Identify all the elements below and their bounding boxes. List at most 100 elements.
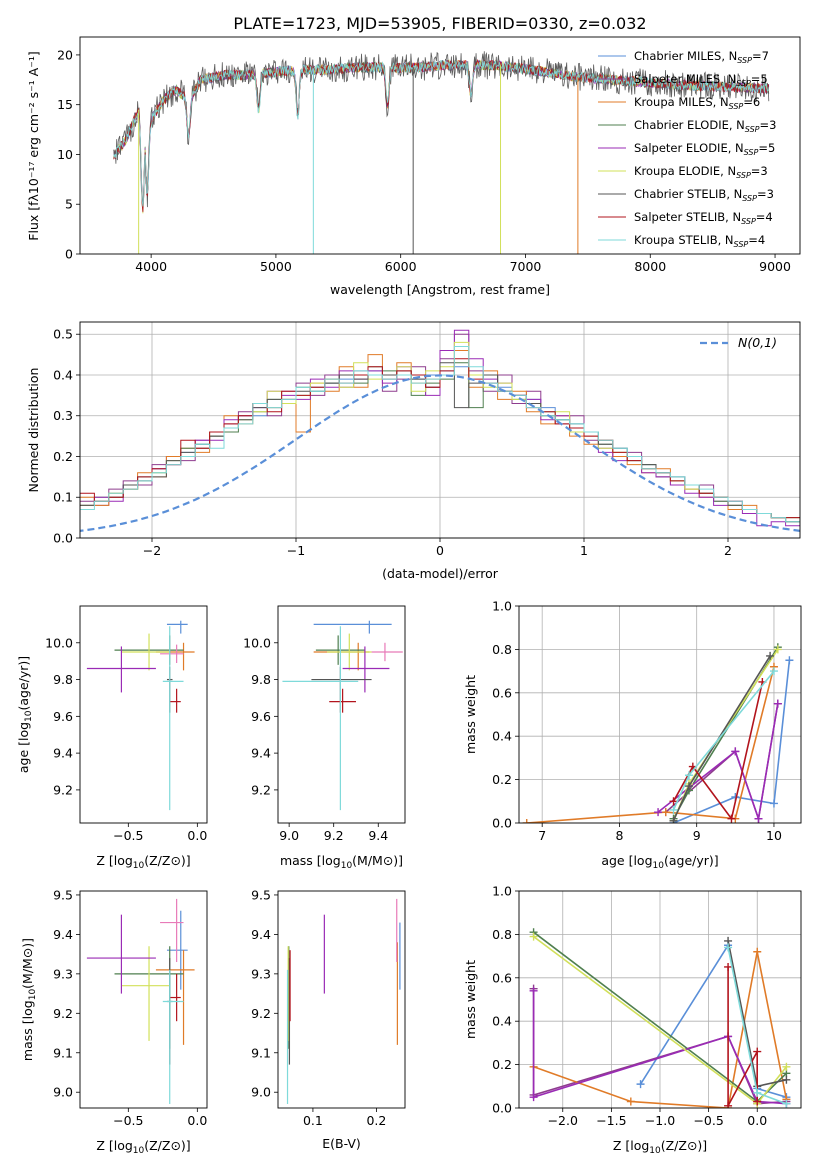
weight-marker — [529, 986, 538, 995]
legend-label-7: Salpeter STELIB, NSSP=4 — [634, 210, 773, 226]
weight-marker — [724, 943, 733, 952]
histogram-series-1 — [80, 333, 800, 523]
layer-massZ-y-axis-label-sub: 10 — [28, 989, 38, 1001]
plot-frame — [79, 321, 801, 539]
layer-massZ-x-axis-label-sub: 10 — [133, 1146, 145, 1156]
x-tick-label: 10 — [766, 828, 782, 843]
layer-wAge-x-axis-label: age [log10(age/yr)] — [601, 853, 718, 871]
plot-area — [80, 329, 800, 533]
y-tick-label: 0.2 — [492, 1057, 512, 1072]
weight-line-7 — [672, 681, 764, 821]
x-tick-label: 0 — [436, 543, 444, 558]
grid-lines — [519, 890, 801, 1109]
layer-ageM-x-axis-label: mass [log10(M/M⊙)] — [280, 853, 403, 871]
y-tick-label: 9.2 — [251, 1006, 271, 1021]
layer-massZ-x-axis-label-end: (Z/Z⊙)] — [144, 1138, 190, 1153]
layer-ageZ-y-axis-label-main: age [log — [16, 722, 31, 773]
y-tick-label: 9.0 — [251, 1085, 271, 1100]
legend-label-sub: SSP — [745, 125, 760, 134]
weight-marker — [529, 1093, 538, 1102]
plot-area — [529, 928, 791, 1108]
weight-marker — [769, 667, 778, 676]
plot-area — [286, 898, 401, 1105]
y-tick-label: 20 — [57, 47, 73, 62]
x-tick-label: −0.5 — [113, 1113, 143, 1128]
weight-marker — [654, 808, 663, 817]
layer-ageZ-x-axis-label-main: Z [log — [96, 853, 132, 868]
errorbar-point-1 — [313, 642, 370, 671]
errorbar-point-7 — [169, 973, 181, 1022]
spectrum-y-axis-label: Flux [fλ10⁻¹⁷ erg cm⁻² s⁻¹ A⁻¹] — [26, 51, 41, 240]
weight-marker — [782, 1099, 791, 1108]
histogram-series-3 — [80, 362, 800, 523]
layer-massZ-x-axis-label: Z [log10(Z/Z⊙)] — [96, 1138, 190, 1156]
errorbar-point-4 — [327, 633, 372, 671]
residual-histogram-panel: −2 −1 0 1 2 0.0 0.1 0.2 0.3 0.4 0.5 N(0,1) (data-mod… — [26, 321, 801, 581]
y-tick-label: 0.0 — [492, 816, 512, 831]
legend-label-2: Kroupa MILES, NSSP=6 — [634, 95, 760, 111]
plot-frame — [79, 890, 208, 1109]
x-tick-label: 8 — [615, 828, 623, 843]
weight-vs-metallicity-panel: −2.0 −1.5 −1.0 −0.5 0.0 0.0 0.2 0.4 0.6 0.8 1.0 Z [… — [463, 884, 802, 1156]
x-tick-label: 7 — [538, 828, 546, 843]
errorbar-point-3 — [160, 898, 184, 963]
grid-lines — [519, 605, 801, 824]
x-tick-label: 1 — [580, 543, 588, 558]
x-tick-label: 6000 — [385, 259, 417, 274]
spectrum-panel: 4000 5000 6000 7000 8000 9000 0 5 10 15 20 waveleng… — [26, 36, 801, 297]
layer-massE-x-axis-label: E(B-V) — [322, 1136, 361, 1151]
legend-label-main: Salpeter ELODIE, N — [634, 141, 744, 155]
histogram-legend: N(0,1) — [700, 335, 777, 350]
y-tick-label: 9.1 — [251, 1045, 271, 1060]
weight-marker — [731, 747, 740, 756]
weight-marker — [753, 1088, 762, 1097]
x-tick-label: −1 — [287, 543, 305, 558]
legend-label-6: Chabrier STELIB, NSSP=3 — [634, 187, 774, 203]
weight-marker — [773, 645, 782, 654]
legend-label-end: =4 — [748, 233, 765, 247]
y-tick-label: 9.0 — [53, 1085, 73, 1100]
plot-frame — [518, 605, 802, 824]
x-tick-label: 0.2 — [366, 1113, 386, 1128]
x-tick-label: −0.5 — [113, 828, 143, 843]
errorbar-point-6 — [311, 666, 372, 713]
y-tick-label: 9.5 — [53, 887, 73, 902]
x-tick-label: 7000 — [510, 259, 542, 274]
plot-frame — [277, 890, 406, 1109]
y-tick-label: 10 — [57, 147, 73, 162]
figure-title: PLATE=1723, MJD=53905, FIBERID=0330, z=0… — [233, 14, 646, 33]
legend-label-8: Kroupa STELIB, NSSP=4 — [634, 233, 765, 249]
legend-label-main: Salpeter STELIB, N — [634, 210, 741, 224]
weight-line-7 — [727, 967, 759, 1107]
plot-area — [282, 620, 403, 811]
plot-frame — [79, 605, 208, 824]
weight-marker — [754, 814, 763, 823]
layer-massZ-y-axis-label-main: mass [log — [20, 1000, 35, 1061]
legend-label-sub: SSP — [736, 171, 751, 180]
y-tick-label: 0.2 — [492, 772, 512, 787]
legend-label-sub: SSP — [729, 102, 744, 111]
histogram-series-8 — [80, 346, 800, 523]
errorbar-point-8 — [162, 626, 184, 811]
y-tick-label: 9.1 — [53, 1045, 73, 1060]
weight-marker — [661, 808, 670, 817]
axis-ticks: 9.0 9.2 9.4 9.2 9.4 9.6 9.8 10.0 — [243, 635, 388, 843]
errorbar-point-0 — [313, 620, 392, 634]
legend-label-end: =3 — [751, 164, 768, 178]
y-tick-label: 9.2 — [53, 1006, 73, 1021]
y-tick-label: 1.0 — [492, 599, 512, 614]
layer-ageZ-y-axis-label-end: (age/yr)] — [16, 656, 31, 711]
layer-wZ-x-axis-label-end: (Z/Z⊙)] — [661, 1138, 707, 1153]
x-tick-label: −2 — [143, 543, 161, 558]
histogram-series-6 — [80, 362, 800, 523]
y-tick-label: 9.2 — [251, 782, 271, 797]
errorbar-point-5 — [86, 646, 156, 693]
histogram-series-7 — [80, 358, 800, 523]
axis-ticks: 4000 5000 6000 7000 8000 9000 0 5 10 15 20 — [57, 47, 791, 274]
y-tick-label: 9.6 — [53, 709, 73, 724]
weight-marker — [773, 699, 782, 708]
x-tick-label: 9.2 — [324, 828, 344, 843]
legend-label-0: Chabrier MILES, NSSP=7 — [634, 49, 769, 65]
legend-label-main: Chabrier MILES, N — [634, 49, 737, 63]
x-tick-label: 0.0 — [747, 1113, 767, 1128]
